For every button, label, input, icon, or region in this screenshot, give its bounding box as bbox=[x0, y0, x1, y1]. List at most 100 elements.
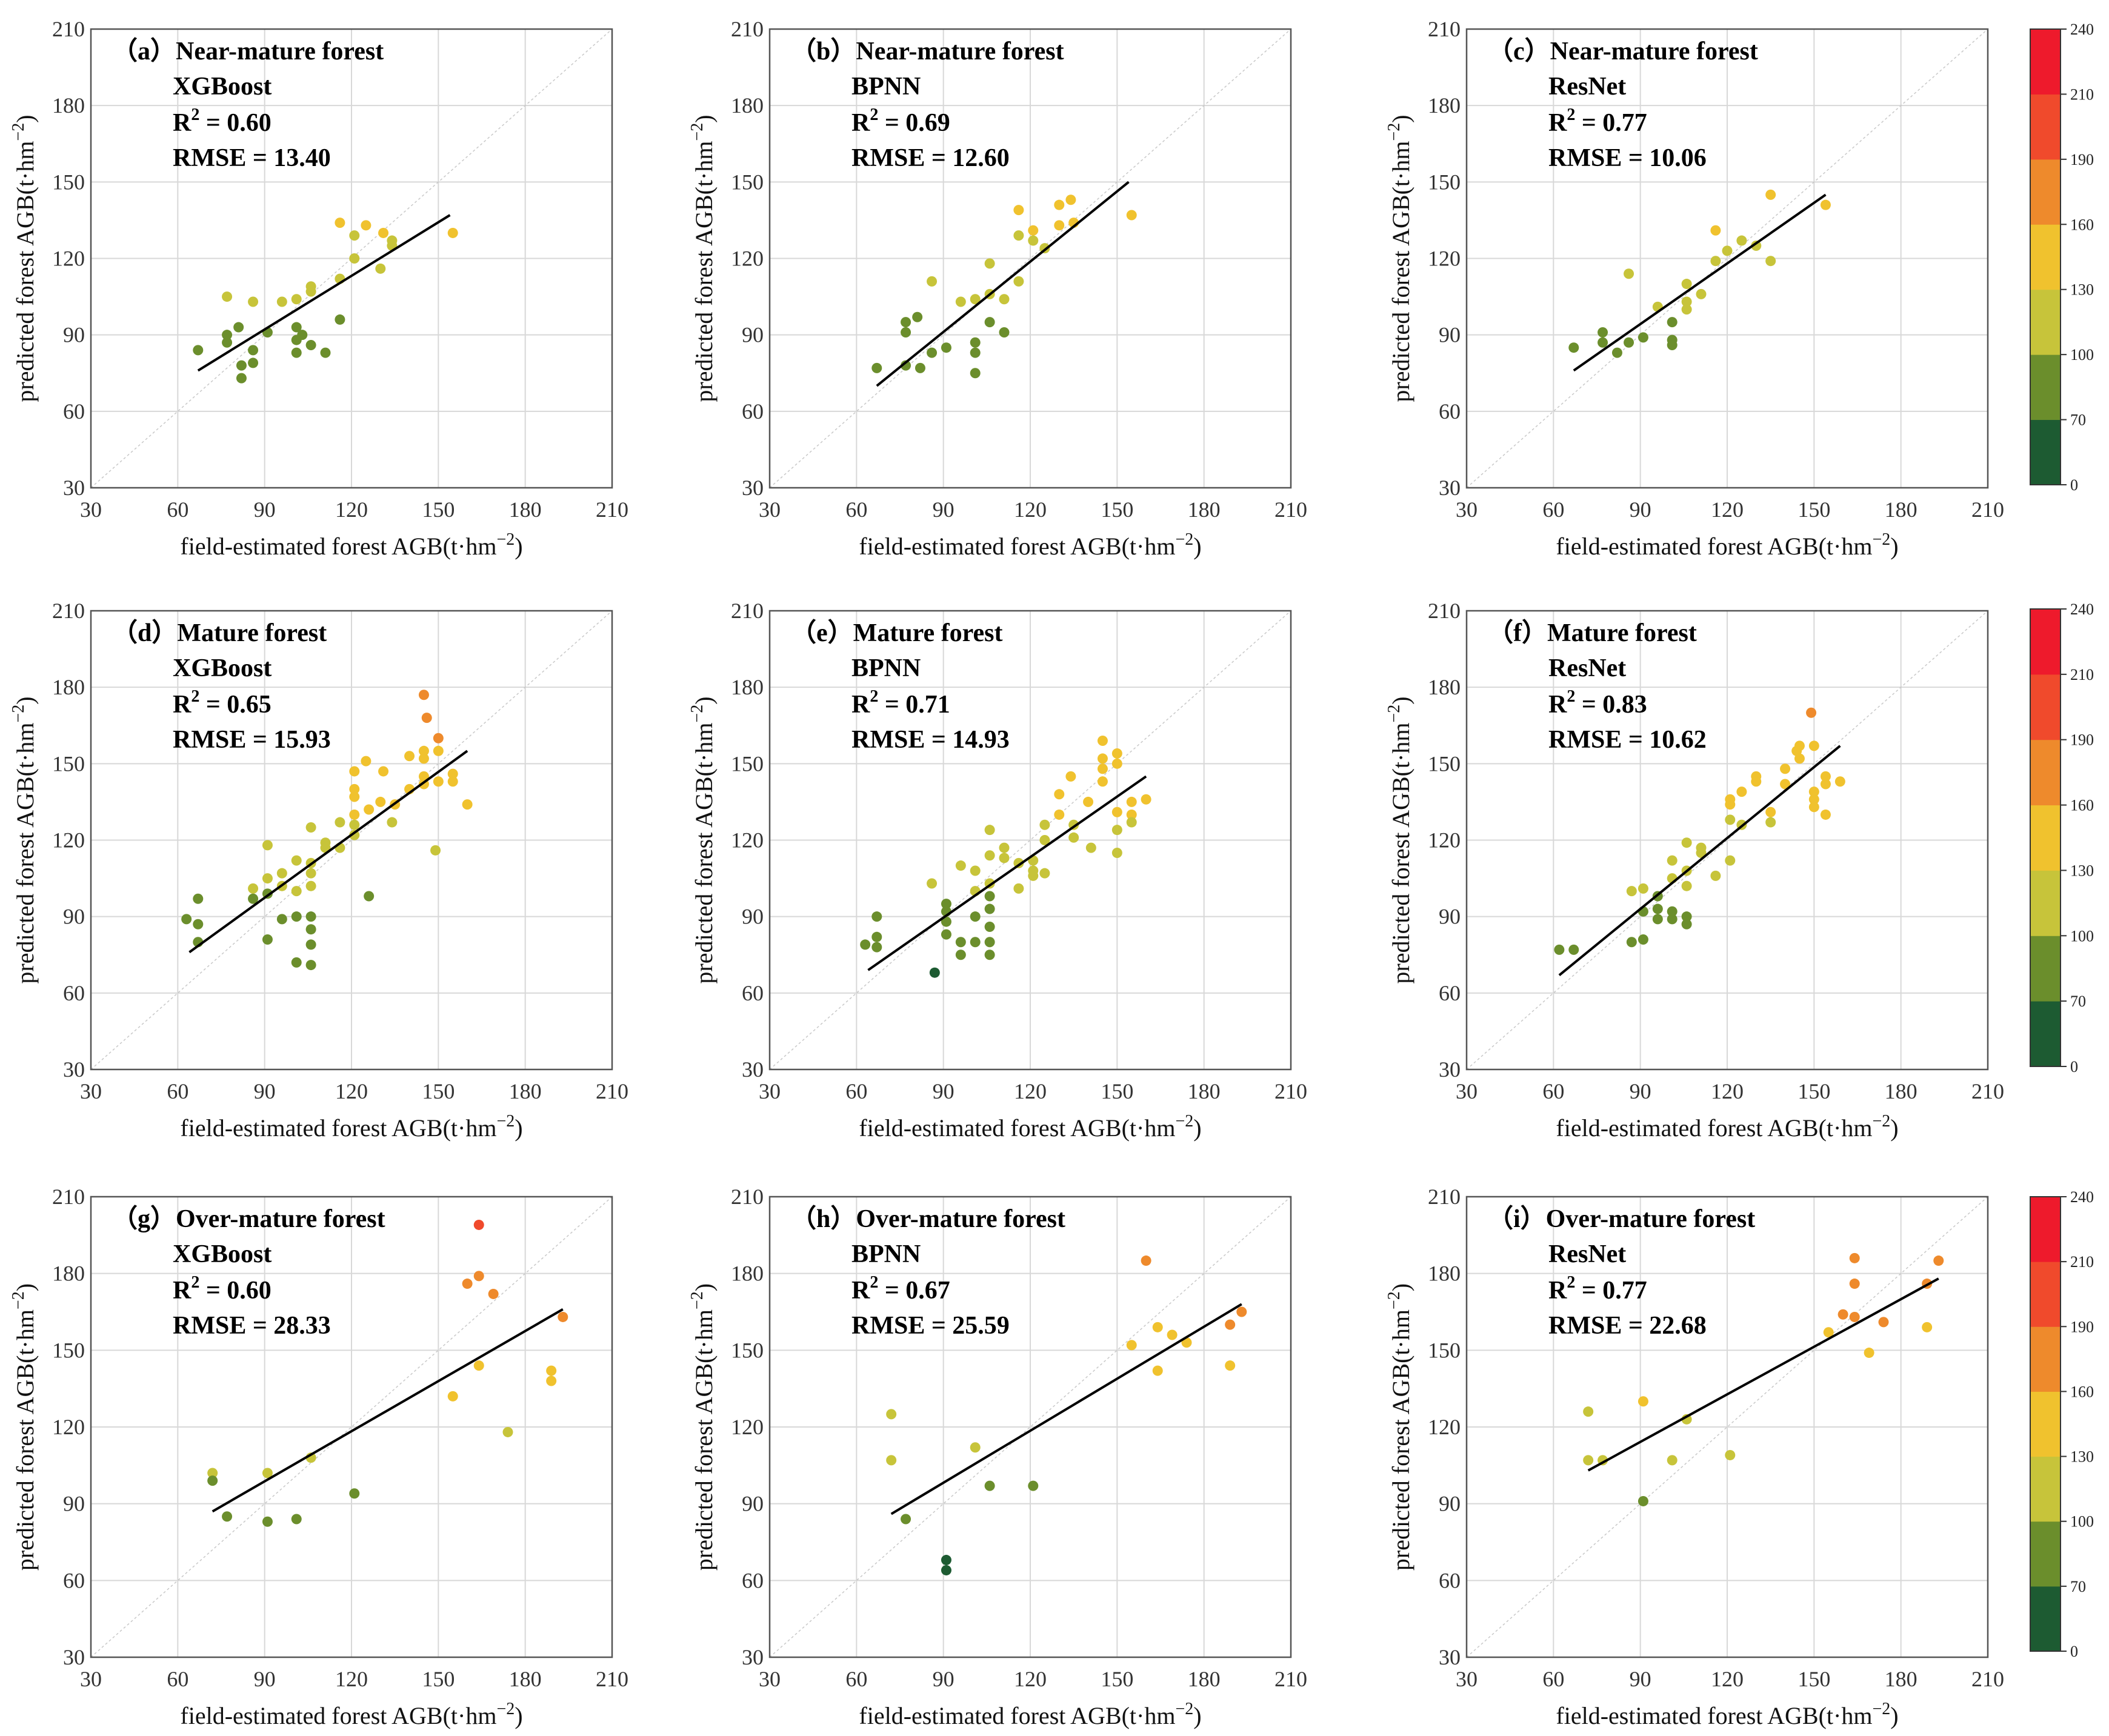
plot-frame bbox=[768, 28, 1292, 489]
scatter-point bbox=[871, 942, 882, 953]
regression-line bbox=[1587, 1277, 1939, 1472]
regression-line bbox=[188, 750, 468, 954]
scatter-point bbox=[473, 1360, 484, 1371]
y-axis-label: predicted forest AGB(t·hm−2) bbox=[9, 1283, 39, 1571]
scatter-point bbox=[970, 294, 981, 305]
scatter-point bbox=[349, 783, 360, 794]
model-name: ResNet bbox=[1548, 73, 1626, 101]
colorbar-segment bbox=[2030, 936, 2061, 1002]
scatter-point bbox=[1065, 195, 1076, 205]
regression-line bbox=[1573, 193, 1827, 372]
y-tick-label: 180 bbox=[1428, 93, 1461, 118]
regression-line bbox=[876, 181, 1130, 387]
colorbar-tick-label: 130 bbox=[2070, 281, 2094, 299]
scatter-point bbox=[1568, 342, 1579, 353]
scatter-point bbox=[901, 317, 911, 328]
y-axis-label: predicted forest AGB(t·hm−2) bbox=[1385, 115, 1414, 402]
y-axis-label: predicted forest AGB(t·hm−2) bbox=[688, 115, 718, 402]
x-axis-label: field-estimated forest AGB(t·hm−2) bbox=[1556, 1112, 1898, 1142]
scatter-point bbox=[970, 865, 981, 876]
x-tick-label: 120 bbox=[1711, 1079, 1744, 1103]
scatter-point bbox=[1598, 337, 1608, 348]
x-tick-label: 60 bbox=[1542, 497, 1564, 522]
x-tick-label: 150 bbox=[1797, 497, 1830, 522]
scatter-point bbox=[871, 931, 882, 942]
scatter-point bbox=[1765, 256, 1776, 267]
scatter-point bbox=[1681, 837, 1692, 848]
scatter-point bbox=[941, 1565, 951, 1575]
x-axis-label: field-estimated forest AGB(t·hm−2) bbox=[859, 530, 1201, 560]
scatter-point bbox=[941, 342, 951, 353]
x-tick-label: 60 bbox=[167, 1667, 188, 1691]
scatter-point bbox=[378, 766, 389, 777]
x-tick-label: 90 bbox=[1630, 1667, 1651, 1691]
panel-title: （d）Mature forest bbox=[112, 619, 327, 647]
x-tick-label: 30 bbox=[80, 497, 102, 522]
y-tick-label: 150 bbox=[52, 751, 85, 776]
y-axis-label: predicted forest AGB(t·hm−2) bbox=[9, 115, 39, 402]
scatter-point bbox=[1236, 1306, 1247, 1317]
r2-value: R2 = 0.65 bbox=[173, 687, 272, 719]
scatter-point bbox=[1554, 944, 1565, 955]
x-tick-label: 210 bbox=[596, 1667, 628, 1691]
colorbar-tick-label: 240 bbox=[2070, 1188, 2094, 1206]
scatter-point bbox=[1111, 848, 1122, 859]
y-tick-label: 180 bbox=[1428, 675, 1461, 699]
scatter-point bbox=[291, 322, 302, 333]
scatter-point bbox=[984, 949, 995, 960]
scatter-point bbox=[1681, 919, 1692, 930]
scatter-point bbox=[378, 227, 389, 238]
scatter-point bbox=[305, 924, 316, 935]
y-tick-label: 210 bbox=[731, 599, 764, 623]
x-tick-label: 90 bbox=[254, 1667, 276, 1691]
scatter-point bbox=[320, 837, 331, 848]
y-tick-label: 120 bbox=[52, 247, 85, 271]
colorbar-segment bbox=[2030, 1521, 2061, 1587]
scatter-point bbox=[1736, 787, 1747, 797]
scatter-point bbox=[305, 339, 316, 350]
scatter-point bbox=[999, 294, 1010, 305]
scatter-point bbox=[193, 345, 204, 356]
model-name: ResNet bbox=[1548, 654, 1626, 682]
y-tick-label: 90 bbox=[742, 905, 764, 929]
scatter-point bbox=[404, 751, 415, 762]
scatter-point bbox=[1083, 796, 1094, 807]
x-tick-label: 90 bbox=[933, 1079, 955, 1103]
x-tick-label: 90 bbox=[254, 1079, 276, 1103]
scatter-point bbox=[291, 1514, 302, 1525]
scatter-point bbox=[447, 776, 458, 787]
colorbar-segment bbox=[2030, 609, 2061, 675]
rmse-value: RMSE = 25.59 bbox=[851, 1312, 1010, 1340]
scatter-point bbox=[1111, 748, 1122, 759]
scatter-point bbox=[984, 850, 995, 861]
scatter-point bbox=[1696, 288, 1707, 299]
x-tick-label: 30 bbox=[1456, 1667, 1478, 1691]
scatter-point bbox=[447, 227, 458, 238]
r2-value: R2 = 0.60 bbox=[173, 105, 272, 137]
scatter-point bbox=[558, 1311, 568, 1322]
scatter-point bbox=[1722, 245, 1733, 256]
x-tick-label: 120 bbox=[335, 1079, 368, 1103]
scatter-point bbox=[236, 360, 247, 371]
scatter-point bbox=[1765, 189, 1776, 200]
scatter-point bbox=[207, 1475, 218, 1486]
x-tick-label: 210 bbox=[596, 497, 628, 522]
scatter-point bbox=[1225, 1360, 1236, 1371]
scatter-point bbox=[984, 937, 995, 948]
x-tick-label: 120 bbox=[335, 1667, 368, 1691]
scatter-point bbox=[1054, 199, 1065, 210]
scatter-point bbox=[418, 771, 429, 782]
scatter-point bbox=[305, 868, 316, 879]
x-tick-label: 180 bbox=[509, 1667, 542, 1691]
scatter-point bbox=[1013, 205, 1024, 216]
y-tick-label: 90 bbox=[63, 323, 85, 347]
plot-frame bbox=[1465, 1196, 1989, 1658]
scatter-point bbox=[1054, 220, 1065, 231]
scatter-point bbox=[941, 899, 951, 910]
scatter-point bbox=[1638, 883, 1648, 894]
y-tick-label: 90 bbox=[1439, 1492, 1461, 1516]
x-tick-label: 150 bbox=[1797, 1079, 1830, 1103]
scatter-point bbox=[1152, 1322, 1163, 1332]
x-tick-label: 180 bbox=[509, 497, 542, 522]
x-tick-label: 30 bbox=[80, 1667, 102, 1691]
